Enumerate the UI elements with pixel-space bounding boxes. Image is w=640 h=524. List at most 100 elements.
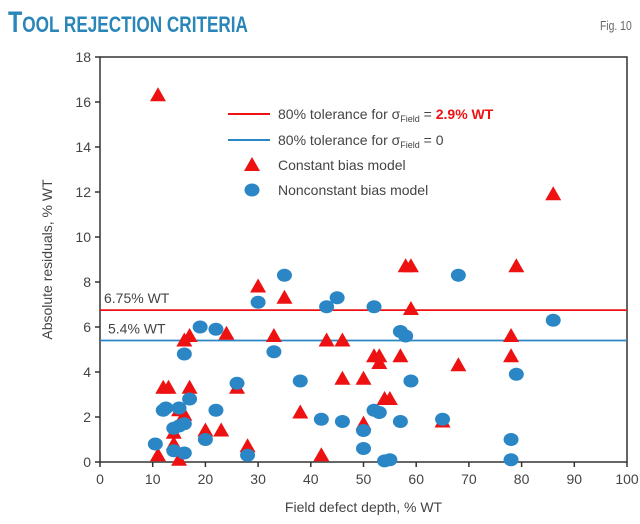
x-tick-label: 70: [461, 471, 477, 487]
legend-entry-reference: 80% tolerance for σField = 2.9% WT: [278, 106, 494, 124]
nonconstant-bias-point: [398, 329, 414, 343]
nonconstant-bias-point: [313, 412, 329, 426]
x-axis-label: Field defect depth, % WT: [285, 499, 443, 515]
legend-suffix-text: = 0: [420, 132, 444, 148]
x-tick-label: 60: [408, 471, 424, 487]
constant-bias-point: [181, 328, 198, 342]
nonconstant-bias-point: [192, 320, 208, 334]
constant-bias-point: [508, 258, 525, 273]
reference-line-label: 5.4% WT: [108, 321, 166, 337]
nonconstant-bias-point: [450, 268, 466, 282]
legend-entry-series: Nonconstant bias model: [278, 182, 428, 198]
constant-bias-point: [402, 301, 419, 315]
constant-bias-point: [545, 186, 562, 201]
x-tick-label: 0: [96, 471, 104, 487]
x-tick-label: 40: [303, 471, 319, 487]
nonconstant-bias-point: [266, 345, 282, 359]
nonconstant-bias-point: [366, 300, 382, 314]
reference-line-label: 6.75% WT: [104, 290, 170, 306]
constant-bias-point: [334, 332, 351, 347]
y-tick-label: 2: [83, 409, 91, 425]
nonconstant-bias-point: [276, 268, 292, 282]
y-tick-label: 14: [75, 139, 91, 155]
y-axis-label: Absolute residuals, % WT: [39, 179, 55, 340]
x-tick-label: 80: [514, 471, 530, 487]
nonconstant-bias-point: [250, 295, 266, 309]
nonconstant-bias-point: [371, 406, 387, 419]
y-tick-label: 0: [83, 454, 91, 470]
nonconstant-bias-point: [403, 374, 419, 388]
nonconstant-bias-point: [182, 392, 198, 406]
nonconstant-bias-point: [208, 322, 224, 336]
constant-bias-point: [250, 278, 267, 293]
x-tick-label: 30: [250, 471, 266, 487]
nonconstant-bias-point: [329, 291, 345, 305]
constant-bias-point: [171, 451, 188, 466]
constant-bias-point: [381, 391, 398, 405]
nonconstant-bias-point: [508, 367, 524, 381]
legend-sub-text: Field: [400, 114, 420, 124]
y-tick-label: 10: [75, 229, 91, 245]
constant-bias-point: [276, 289, 293, 304]
constant-bias-point: [218, 325, 235, 340]
nonconstant-bias-point: [503, 433, 519, 446]
constant-bias-point: [313, 447, 330, 462]
nonconstant-bias-point: [356, 424, 371, 437]
nonconstant-bias-point: [208, 403, 224, 417]
legend-entry-series: Constant bias model: [278, 157, 406, 173]
constant-bias-point: [503, 348, 520, 363]
y-tick-label: 8: [83, 274, 91, 290]
x-tick-label: 100: [615, 471, 639, 487]
y-tick-label: 18: [75, 49, 91, 65]
nonconstant-bias-point: [147, 437, 163, 451]
figure-title: TOOL REJECTION CRITERIA: [8, 6, 248, 40]
constant-bias-point: [160, 379, 177, 394]
constant-bias-point: [503, 328, 520, 342]
nonconstant-bias-point: [334, 415, 350, 428]
x-tick-label: 90: [567, 471, 583, 487]
constant-bias-point: [392, 348, 409, 363]
nonconstant-bias-point: [171, 401, 187, 415]
nonconstant-bias-point: [503, 453, 519, 467]
constant-bias-point: [371, 348, 388, 363]
constant-bias-point: [149, 87, 166, 102]
legend-triangle-swatch: [244, 157, 260, 171]
constant-bias-point: [355, 370, 372, 385]
legend-circle-swatch: [244, 183, 260, 197]
constant-bias-point: [149, 447, 166, 462]
legend-suffix-text: =: [420, 106, 436, 122]
legend-prefix-text: 80% tolerance for σ: [278, 106, 401, 122]
constant-bias-point: [265, 328, 282, 342]
constant-bias-point: [213, 422, 230, 437]
nonconstant-bias-point: [158, 401, 174, 415]
nonconstant-bias-point: [292, 374, 308, 388]
y-tick-label: 4: [83, 364, 91, 380]
nonconstant-bias-point: [176, 446, 192, 460]
constant-bias-point: [197, 422, 214, 437]
constant-bias-point: [450, 357, 467, 372]
constant-bias-point: [318, 332, 335, 347]
legend-sub-text: Field: [400, 140, 420, 150]
nonconstant-bias-point: [176, 417, 192, 431]
y-tick-label: 12: [75, 184, 91, 200]
constant-bias-point: [176, 406, 193, 421]
x-tick-label: 50: [356, 471, 372, 487]
constant-bias-point: [292, 404, 309, 419]
constant-bias-point: [402, 258, 419, 273]
constant-bias-point: [239, 438, 256, 453]
legend-prefix-text: 80% tolerance for σ: [278, 132, 401, 148]
nonconstant-bias-point: [319, 300, 335, 314]
x-tick-label: 20: [198, 471, 214, 487]
constant-bias-point: [181, 379, 198, 394]
x-tick-label: 10: [145, 471, 161, 487]
figure-number: Fig. 10: [600, 18, 632, 33]
nonconstant-bias-point: [176, 347, 192, 361]
nonconstant-bias-point: [435, 412, 451, 426]
nonconstant-bias-point: [545, 313, 561, 327]
constant-bias-point: [334, 370, 351, 385]
nonconstant-bias-point: [240, 448, 256, 462]
title-rest: OOL REJECTION CRITERIA: [22, 12, 248, 37]
nonconstant-bias-point: [382, 453, 398, 467]
